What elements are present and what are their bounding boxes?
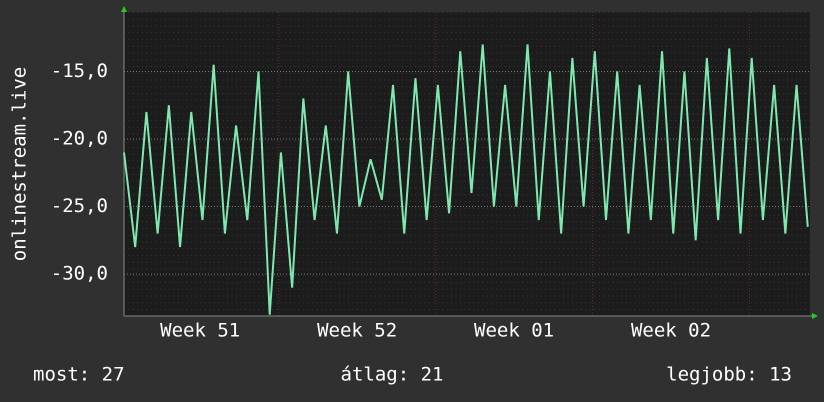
x-tick-label: Week 51 bbox=[160, 320, 240, 342]
y-tick-label: -20,0 bbox=[51, 128, 108, 150]
data-line bbox=[123, 44, 809, 315]
y-axis-label: onlinestream.live bbox=[9, 67, 31, 261]
x-tick-label: Week 52 bbox=[317, 320, 397, 342]
x-tick-label: Week 01 bbox=[474, 320, 554, 342]
summary-average: átlag: 21 bbox=[341, 364, 444, 386]
axis-arrow bbox=[812, 313, 818, 319]
y-tick-label: -15,0 bbox=[51, 60, 108, 82]
y-tick-label: -30,0 bbox=[51, 263, 108, 285]
summary-current: most: 27 bbox=[33, 364, 125, 386]
summary-best: legjobb: 13 bbox=[666, 364, 792, 386]
y-tick-label: -25,0 bbox=[51, 195, 108, 217]
plot-area bbox=[124, 12, 810, 316]
x-tick-label: Week 02 bbox=[631, 320, 711, 342]
axis-arrow bbox=[121, 6, 127, 12]
